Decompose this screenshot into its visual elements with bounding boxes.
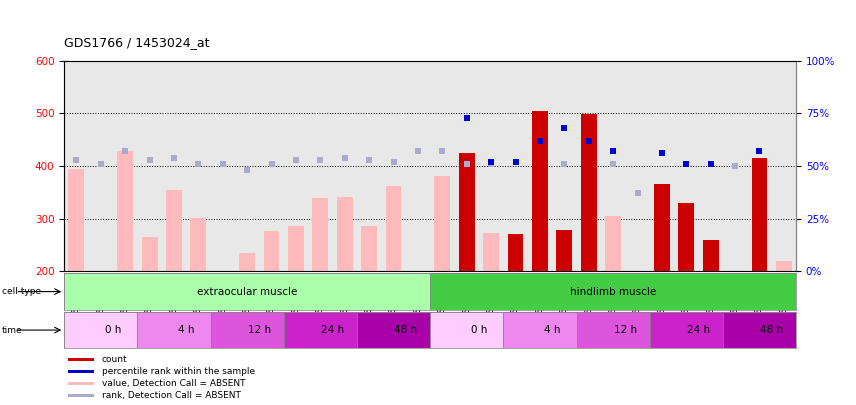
Point [411, 148, 425, 155]
Point [582, 138, 596, 144]
Bar [68, 168, 85, 271]
Point [192, 161, 205, 167]
Bar [264, 231, 280, 271]
Bar [434, 175, 450, 271]
Bar [722, 312, 796, 348]
Bar [68, 370, 94, 373]
Text: 4 h: 4 h [178, 325, 194, 335]
Point [143, 156, 157, 163]
Bar [385, 186, 401, 271]
Bar [556, 230, 573, 271]
Text: value, Detection Call = ABSENT: value, Detection Call = ABSENT [102, 379, 245, 388]
Point [606, 148, 620, 155]
Point [69, 156, 83, 163]
Bar [430, 273, 796, 310]
Point [557, 161, 571, 167]
Bar [211, 312, 283, 348]
Point [484, 161, 498, 167]
Bar [68, 358, 94, 360]
Bar [68, 382, 94, 385]
Bar [361, 226, 377, 271]
Text: hindlimb muscle: hindlimb muscle [570, 287, 657, 296]
Text: count: count [102, 354, 128, 364]
Bar [776, 261, 792, 271]
Point [313, 156, 327, 163]
Point [508, 159, 522, 165]
Text: cell type: cell type [2, 287, 41, 296]
Text: 0 h: 0 h [471, 325, 487, 335]
Point [241, 167, 254, 173]
Point [436, 148, 449, 155]
Text: 12 h: 12 h [247, 325, 271, 335]
Point [460, 161, 473, 167]
Bar [190, 217, 206, 271]
Point [460, 114, 473, 121]
Bar [166, 190, 182, 271]
Point [387, 159, 401, 165]
Bar [605, 216, 621, 271]
Bar [650, 312, 722, 348]
Bar [64, 312, 137, 348]
Bar [459, 153, 475, 271]
Point [533, 138, 547, 144]
Bar [64, 273, 430, 310]
Point [167, 154, 181, 161]
Text: 0 h: 0 h [104, 325, 122, 335]
Point [216, 161, 229, 167]
Bar [137, 312, 211, 348]
Bar [703, 240, 719, 271]
Point [728, 163, 742, 169]
Bar [503, 312, 576, 348]
Point [118, 148, 132, 155]
Bar [312, 198, 329, 271]
Text: GDS1766 / 1453024_at: GDS1766 / 1453024_at [64, 36, 210, 49]
Bar [288, 226, 304, 271]
Text: 24 h: 24 h [687, 325, 710, 335]
Text: extraocular muscle: extraocular muscle [197, 287, 297, 296]
Bar [239, 253, 255, 271]
Bar [483, 233, 499, 271]
Point [557, 125, 571, 131]
Bar [752, 158, 768, 271]
Bar [576, 312, 650, 348]
Bar [654, 185, 670, 271]
Text: 24 h: 24 h [321, 325, 344, 335]
Bar [678, 203, 694, 271]
Bar [430, 312, 503, 348]
Text: percentile rank within the sample: percentile rank within the sample [102, 367, 254, 376]
Point [289, 156, 303, 163]
Text: 4 h: 4 h [544, 325, 561, 335]
Point [704, 161, 717, 167]
Text: time: time [2, 326, 22, 335]
Point [94, 161, 108, 167]
Bar [532, 111, 548, 271]
Bar [117, 151, 134, 271]
Point [655, 150, 669, 157]
Point [752, 148, 766, 155]
Bar [68, 394, 94, 397]
Bar [357, 312, 430, 348]
Point [338, 154, 352, 161]
Text: 48 h: 48 h [760, 325, 783, 335]
Point [606, 161, 620, 167]
Bar [141, 237, 158, 271]
Text: 48 h: 48 h [394, 325, 418, 335]
Point [362, 156, 376, 163]
Text: rank, Detection Call = ABSENT: rank, Detection Call = ABSENT [102, 391, 241, 400]
Bar [580, 115, 597, 271]
Bar [336, 196, 353, 271]
Bar [508, 234, 524, 271]
Point [265, 161, 278, 167]
Point [484, 159, 498, 165]
Point [631, 190, 645, 197]
Text: 12 h: 12 h [614, 325, 637, 335]
Bar [283, 312, 357, 348]
Point [680, 161, 693, 167]
